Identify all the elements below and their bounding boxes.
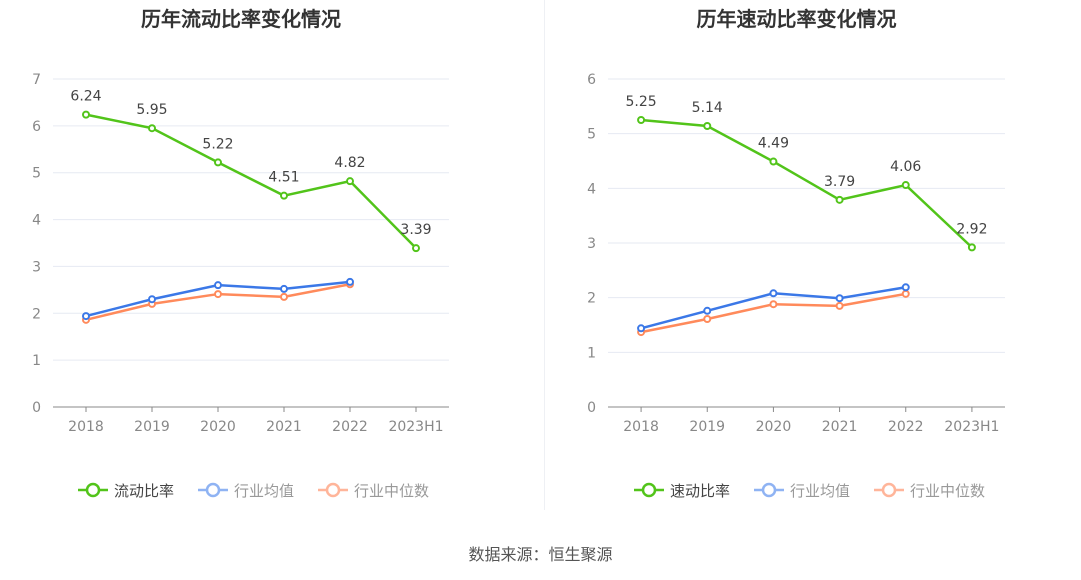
chart-title: 历年速动比率变化情况 [697,7,897,31]
data-label: 4.82 [334,155,365,171]
data-label: 4.49 [758,136,789,152]
data-point [769,157,778,166]
data-point [703,122,712,131]
y-tick-label: 0 [32,400,41,416]
legend-label: 速动比率 [670,482,730,500]
data-label: 5.95 [136,102,167,118]
data-label: 4.51 [268,170,299,186]
legend-label: 行业中位数 [354,482,429,500]
y-tick-label: 4 [32,213,41,229]
chart-1: 历年流动比率变化情况 0 1 2 3 4 5 6 7 2018 2019 2020 2021 2022 20… [32,7,449,500]
data-point [769,300,778,309]
y-tick-label: 2 [32,306,41,322]
data-point [148,295,156,304]
data-point [703,306,712,315]
x-tick-label: 2018 [68,419,104,435]
legend-label: 流动比率 [114,482,174,500]
legend-item[interactable]: 流动比率 [78,482,174,500]
data-point [82,312,90,321]
x-tick-label: 2020 [756,419,792,435]
data-point [280,191,288,200]
data-label: 6.24 [70,89,101,105]
y-tick-label: 6 [587,72,596,88]
legend-label: 行业中位数 [910,482,985,500]
legend-marker-icon [85,482,101,498]
data-point [901,283,910,292]
y-tick-label: 5 [32,166,41,182]
chart-2: 历年速动比率变化情况 0 1 2 3 4 5 6 2018 2019 2020 2021 2022 202… [587,7,1005,500]
data-point [703,314,712,323]
data-point [967,243,976,252]
legend-marker-icon [761,482,777,498]
data-point [412,244,420,253]
data-label: 3.79 [824,174,855,190]
data-point [835,294,844,303]
x-tick-label: 2021 [266,419,302,435]
series-line [85,283,351,322]
data-point [346,277,354,286]
x-tick-label: 2022 [888,419,924,435]
data-point [280,292,288,301]
x-tick-label: 2023H1 [944,419,999,435]
chart-title: 历年流动比率变化情况 [141,7,341,31]
legend-marker-icon [205,482,221,498]
divider [544,0,545,510]
data-source: 数据来源：恒生聚源 [468,545,613,564]
data-point [82,110,90,119]
series-line [640,292,906,334]
data-label: 5.22 [202,136,233,152]
y-tick-label: 7 [32,72,41,88]
x-tick-label: 2018 [623,419,659,435]
data-point [637,116,646,124]
data-point [148,124,156,133]
data-point [835,195,844,204]
data-point [835,301,844,310]
data-point [901,289,910,298]
data-point [214,158,222,167]
data-label: 5.14 [692,100,723,116]
y-tick-label: 6 [32,119,41,135]
legend-label: 行业均值 [234,482,294,500]
data-point [214,290,222,299]
legend-item[interactable]: 行业中位数 [874,482,985,500]
legend-item[interactable]: 行业均值 [754,482,850,500]
data-point [346,177,354,186]
data-label: 3.39 [400,222,431,238]
y-tick-label: 3 [587,236,596,252]
data-point [280,284,288,293]
legend-marker-icon [881,482,897,498]
y-tick-label: 5 [587,127,596,143]
x-tick-label: 2019 [134,419,170,435]
y-tick-label: 1 [587,345,596,361]
series-line [640,118,973,249]
legend-marker-icon [641,482,657,498]
legend-marker-icon [325,482,341,498]
series-line [85,113,417,250]
data-label: 5.25 [625,94,656,110]
y-tick-label: 2 [587,291,596,307]
data-label: 2.92 [956,221,987,237]
data-point [769,289,778,298]
y-tick-label: 1 [32,353,41,369]
y-tick-label: 4 [587,181,596,197]
data-point [901,181,910,190]
legend-item[interactable]: 行业均值 [198,482,294,500]
data-point [214,281,222,290]
y-tick-label: 0 [587,400,596,416]
legend-item[interactable]: 速动比率 [634,482,730,500]
x-tick-label: 2023H1 [388,419,443,435]
legend-item[interactable]: 行业中位数 [318,482,429,500]
legend-label: 行业均值 [790,482,850,500]
data-label: 4.06 [890,159,921,175]
x-tick-label: 2022 [332,419,368,435]
data-point [637,324,646,333]
x-tick-label: 2021 [822,419,858,435]
x-tick-label: 2019 [689,419,725,435]
x-tick-label: 2020 [200,419,236,435]
y-tick-label: 3 [32,259,41,275]
